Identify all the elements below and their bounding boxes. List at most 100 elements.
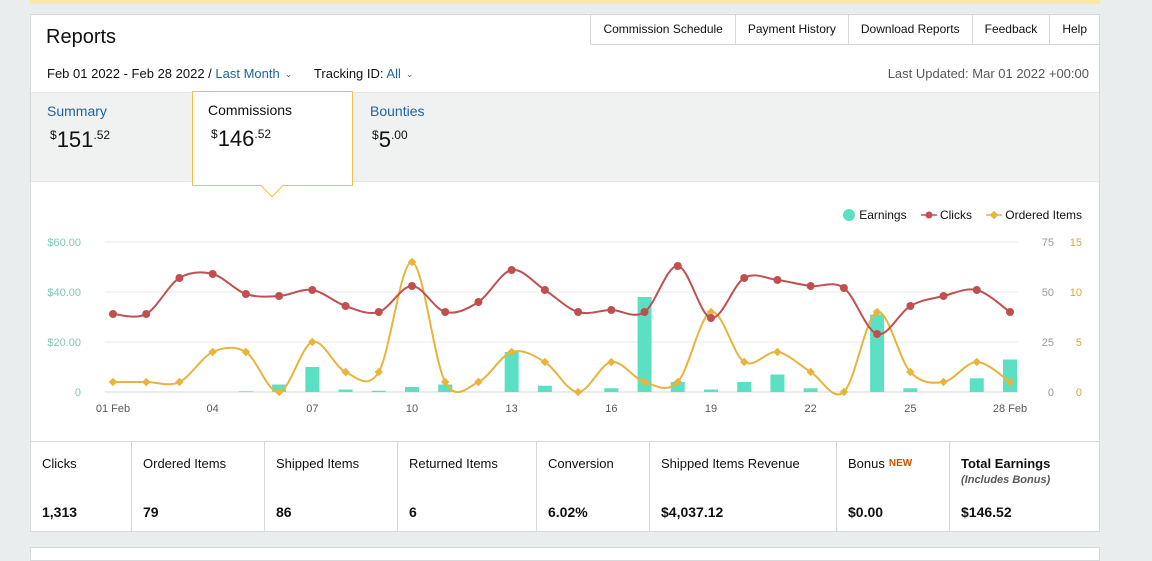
- ordered-items-point: [573, 387, 583, 397]
- ordered-items-point: [1005, 377, 1015, 387]
- earnings-bar: [737, 382, 752, 392]
- earnings-bar: [870, 314, 885, 392]
- tab-bounties[interactable]: Bounties $5.00: [354, 93, 514, 183]
- clicks-point: [142, 310, 151, 318]
- ordered-items-point: [341, 367, 350, 377]
- clicks-point: [474, 298, 483, 306]
- items-tick-label: 15: [1070, 237, 1082, 249]
- x-tick-label: 28 Feb: [993, 403, 1027, 415]
- report-links: Commission Schedule Payment History Down…: [590, 14, 1100, 45]
- stat-returned-items: Returned Items 6: [398, 442, 537, 532]
- x-tick-label: 16: [605, 403, 617, 415]
- earnings-bar: [1003, 359, 1017, 392]
- last-updated: Last Updated: Mar 01 2022 +00:00: [887, 66, 1089, 81]
- clicks-point: [707, 314, 715, 322]
- tab-bounties-label: Bounties: [370, 103, 425, 119]
- tracking-id-label: Tracking ID:: [313, 66, 384, 81]
- legend-clicks[interactable]: Clicks: [920, 208, 972, 222]
- ordered-items-point: [540, 357, 550, 367]
- tab-commissions[interactable]: Commissions $146.52: [192, 91, 353, 198]
- clicks-point: [939, 292, 948, 300]
- ordered-items-point: [208, 347, 217, 357]
- ordered-items-point: [706, 307, 716, 317]
- earnings-bar: [405, 387, 419, 392]
- notice-bar: [30, 0, 1100, 4]
- earnings-bar: [338, 389, 353, 392]
- ordered-items-point: [640, 377, 649, 387]
- ordered-items-point: [739, 357, 749, 367]
- tracking-id-dropdown[interactable]: All ⌄: [386, 66, 413, 81]
- earnings-bar: [903, 388, 918, 392]
- clicks-tick-label: 50: [1042, 287, 1054, 299]
- clicks-point: [507, 266, 516, 274]
- clicks-point: [540, 286, 549, 294]
- clicks-tick-label: 75: [1042, 237, 1054, 249]
- clicks-point: [806, 282, 815, 290]
- earnings-bar: [770, 374, 785, 392]
- clicks-line-icon: [920, 211, 937, 219]
- x-tick-label: 01 Feb: [96, 403, 130, 415]
- stat-clicks: Clicks 1,313: [31, 442, 132, 532]
- legend-earnings[interactable]: Earnings: [842, 208, 907, 222]
- earnings-bar: [504, 352, 519, 392]
- earnings-dot-icon: [842, 209, 855, 221]
- clicks-point: [673, 262, 682, 270]
- x-tick-label: 07: [306, 403, 318, 415]
- earnings-bar: [969, 378, 984, 392]
- earnings-bar: [637, 297, 652, 392]
- clicks-point: [241, 290, 250, 298]
- clicks-point: [275, 292, 284, 300]
- stat-shipped-revenue: Shipped Items Revenue $4,037.12: [650, 442, 837, 532]
- bounties-amount: $5.00: [372, 127, 408, 152]
- ordered-items-point: [141, 377, 151, 387]
- feedback-button[interactable]: Feedback: [972, 14, 1051, 45]
- earnings-bar: [305, 367, 320, 392]
- stat-bonus: Bonus NEW $0.00: [837, 442, 950, 532]
- commissions-amount: $146.52: [211, 126, 272, 151]
- ordered-items-point: [175, 377, 184, 387]
- ordered-items-point: [972, 357, 982, 367]
- chevron-down-icon: ⌄: [284, 69, 293, 79]
- x-tick-label: 10: [406, 403, 418, 415]
- clicks-point: [374, 308, 383, 316]
- clicks-point: [441, 308, 450, 316]
- ordered-items-point: [274, 387, 284, 397]
- help-button[interactable]: Help: [1050, 14, 1100, 45]
- chart-plot: $60.00 75 15$40.00 50 10$20.00 25 50 0 001 Feb 04…: [47, 237, 1082, 415]
- ordered-items-point: [308, 337, 317, 347]
- clicks-point: [208, 270, 217, 278]
- y-tick-label: $60.00: [47, 237, 81, 249]
- tab-summary[interactable]: Summary $151.52: [31, 93, 191, 183]
- items-tick-label: 5: [1076, 337, 1082, 349]
- clicks-point: [740, 274, 749, 282]
- download-reports-button[interactable]: Download Reports: [848, 14, 973, 45]
- legend-ordered-items[interactable]: Ordered Items: [985, 208, 1082, 222]
- ordered-items-point: [806, 367, 815, 377]
- clicks-point: [773, 276, 782, 284]
- x-tick-label: 22: [805, 403, 817, 415]
- tab-commissions-label: Commissions: [208, 102, 293, 118]
- period-dropdown[interactable]: Last Month ⌄: [215, 66, 292, 81]
- ordered-items-point: [607, 357, 616, 367]
- payment-history-button[interactable]: Payment History: [735, 14, 849, 45]
- stat-shipped-items: Shipped Items 86: [265, 442, 398, 532]
- clicks-point: [640, 308, 649, 316]
- clicks-point: [906, 302, 915, 310]
- commission-schedule-button[interactable]: Commission Schedule: [590, 14, 736, 45]
- clicks-point: [839, 284, 848, 292]
- items-tick-label: 0: [1076, 387, 1082, 399]
- stats-row: Clicks 1,313 Ordered Items 79 Shipped Item…: [31, 441, 1099, 532]
- earnings-bar: [670, 382, 685, 392]
- earnings-bar: [537, 385, 552, 392]
- y-tick-label: $40.00: [47, 287, 81, 299]
- ordered-line-icon: [985, 210, 1002, 220]
- clicks-point: [341, 302, 350, 310]
- y-tick-label: $20.00: [47, 337, 81, 349]
- clicks-point: [109, 310, 117, 318]
- reports-card: Reports Commission Schedule Payment Hist…: [30, 14, 1100, 532]
- summary-tabs: Summary $151.52 Commissions $146.52 Boun…: [31, 91, 1099, 198]
- ordered-items-point: [474, 377, 483, 387]
- period-label: Last Month: [215, 66, 280, 81]
- chevron-down-icon: ⌄: [405, 69, 414, 79]
- stat-total-earnings: Total Earnings (Includes Bonus) $146.52: [961, 456, 1051, 520]
